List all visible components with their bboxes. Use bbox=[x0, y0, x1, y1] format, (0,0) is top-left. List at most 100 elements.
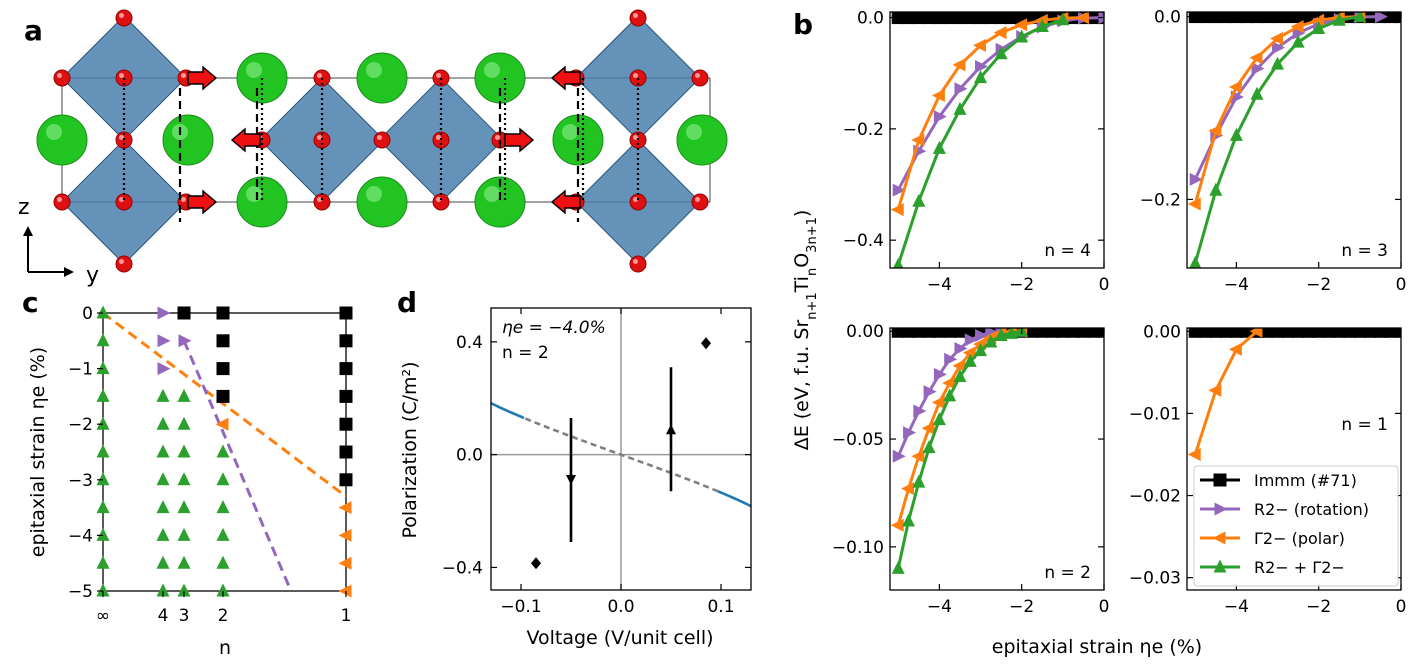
data-point bbox=[1240, 328, 1254, 338]
data-point bbox=[1249, 51, 1263, 65]
phase-point bbox=[157, 362, 171, 376]
data-point bbox=[1260, 328, 1274, 338]
data-point bbox=[1004, 12, 1018, 25]
y-tick-label: 0.0 bbox=[1154, 8, 1181, 28]
phase-point bbox=[338, 501, 352, 515]
data-point bbox=[891, 12, 905, 25]
atom-highlight bbox=[119, 135, 124, 140]
atom-highlight bbox=[633, 135, 638, 140]
x-tick-label: 1 bbox=[341, 606, 352, 626]
data-point bbox=[943, 328, 957, 338]
y-tick-label: −0.4 bbox=[442, 558, 483, 578]
sr-atom bbox=[356, 176, 408, 228]
x-tick-label: 4 bbox=[158, 606, 169, 626]
phase-point bbox=[216, 444, 230, 458]
data-point bbox=[1290, 20, 1304, 34]
series-line bbox=[896, 329, 1022, 526]
sr-atom bbox=[356, 52, 408, 104]
data-point bbox=[1076, 328, 1090, 338]
atom-highlight bbox=[46, 124, 62, 140]
data-point bbox=[902, 12, 916, 25]
axes-frame bbox=[889, 11, 1105, 269]
phase-point bbox=[216, 362, 230, 376]
polarization-curve bbox=[491, 401, 525, 420]
phase-point bbox=[177, 388, 191, 402]
plot-area bbox=[1187, 328, 1401, 461]
x-axis-label: Voltage (V/unit cell) bbox=[526, 627, 713, 649]
data-point bbox=[1271, 56, 1285, 70]
displacement-arrow bbox=[187, 189, 218, 215]
atom-highlight bbox=[317, 197, 322, 202]
phase-point bbox=[96, 472, 110, 486]
data-point bbox=[892, 183, 906, 197]
data-point bbox=[921, 421, 935, 435]
panel-d-label: d bbox=[397, 286, 417, 319]
data-point bbox=[984, 12, 998, 25]
data-point bbox=[994, 328, 1008, 342]
atom-highlight bbox=[119, 259, 124, 264]
o-atom bbox=[629, 9, 647, 27]
phase-point bbox=[216, 334, 230, 348]
data-point bbox=[1209, 182, 1223, 196]
atom-highlight bbox=[695, 197, 700, 202]
data-point bbox=[913, 404, 927, 418]
x-tick-label: −2 bbox=[1009, 275, 1034, 295]
atom-highlight bbox=[484, 62, 500, 78]
data-point bbox=[1374, 12, 1388, 24]
legend-marker bbox=[1212, 531, 1226, 545]
phase-point bbox=[96, 416, 110, 430]
data-point bbox=[963, 328, 977, 338]
data-point bbox=[1301, 328, 1315, 338]
y-tick-label: 0.00 bbox=[846, 322, 884, 342]
y-tick-label: −0.2 bbox=[1140, 190, 1181, 210]
phase-point bbox=[96, 583, 110, 597]
data-point bbox=[891, 328, 905, 338]
data-point bbox=[1199, 12, 1213, 24]
phase-point bbox=[216, 306, 230, 320]
y-tick-label: −0.4 bbox=[843, 231, 884, 251]
data-point bbox=[1035, 328, 1049, 338]
phase-point bbox=[339, 389, 353, 403]
data-point bbox=[931, 395, 945, 409]
coercive-marker bbox=[701, 337, 711, 350]
subplot-n1: −4 −2 0 0.00 −0.01 −0.02 −0.03 n = 1 Immm (#71) R… bbox=[1129, 322, 1407, 617]
data-point bbox=[1219, 12, 1233, 24]
panel-b-xlabel: epitaxial strain ηe (%) bbox=[992, 636, 1202, 658]
data-point bbox=[1025, 328, 1039, 338]
phase-point bbox=[339, 473, 353, 487]
axes-frame bbox=[889, 327, 1105, 591]
x-tick-label: −4 bbox=[1224, 597, 1249, 617]
x-tick-label: 0 bbox=[1396, 275, 1407, 295]
data-point bbox=[1292, 26, 1306, 40]
phase-boundary bbox=[182, 340, 293, 592]
data-point bbox=[1291, 12, 1305, 24]
data-point bbox=[912, 12, 926, 25]
panel-a-label: a bbox=[24, 14, 43, 47]
data-point bbox=[1199, 328, 1213, 338]
data-point bbox=[964, 333, 978, 347]
data-point bbox=[975, 329, 989, 343]
phase-point bbox=[96, 361, 110, 375]
data-point bbox=[1228, 342, 1242, 356]
series-line bbox=[1193, 15, 1381, 180]
phase-point bbox=[177, 444, 191, 458]
phase-point bbox=[216, 555, 230, 569]
data-point bbox=[1311, 13, 1325, 27]
data-point bbox=[1394, 328, 1401, 338]
legend-label: R2− (rotation) bbox=[1254, 500, 1369, 519]
data-point bbox=[1384, 12, 1398, 24]
data-point bbox=[890, 203, 904, 217]
atom-highlight bbox=[246, 186, 262, 202]
data-point bbox=[892, 449, 906, 463]
x-tick-label: −4 bbox=[1224, 275, 1249, 295]
phase-point bbox=[156, 444, 170, 458]
x-tick-label: 0 bbox=[1099, 275, 1110, 295]
data-point bbox=[902, 328, 916, 338]
x-tick-label: −2 bbox=[1306, 597, 1331, 617]
data-point bbox=[1271, 328, 1285, 338]
plot-area bbox=[890, 328, 1104, 574]
phase-point bbox=[96, 388, 110, 402]
plot-area bbox=[890, 12, 1104, 268]
data-point bbox=[932, 140, 946, 154]
data-point bbox=[963, 12, 977, 25]
